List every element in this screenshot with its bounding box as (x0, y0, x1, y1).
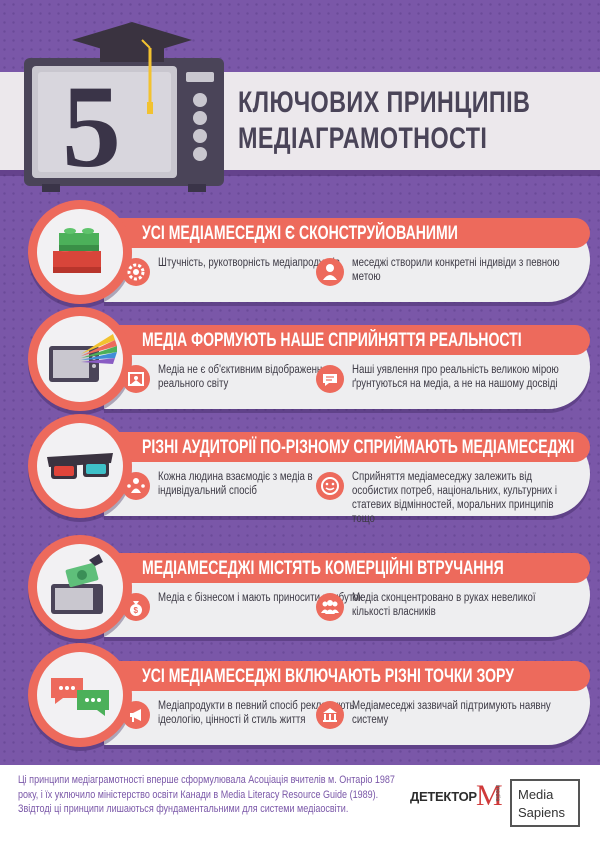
point-text: Медіа не є об'єктивним відображенням реа… (158, 364, 335, 390)
card-banner (104, 553, 590, 583)
point-text: Медіамеседжі зазвичай підтримують наявну… (352, 700, 551, 726)
principle-heading: УСІ МЕДІАМЕСЕДЖІ ВКЛЮЧАЮТЬ РІЗНІ ТОЧКИ З… (142, 666, 514, 687)
card-banner (104, 218, 590, 248)
money-bag-icon: $ (130, 601, 142, 616)
page-title-line2: МЕДІАГРАМОТНОСТІ (238, 122, 488, 155)
principle-icon-circle (28, 200, 132, 304)
sapiens-logo-line2: Sapiens (518, 805, 565, 820)
principle-icon-circle (28, 643, 132, 747)
detector-logo-media: media (494, 785, 500, 802)
principle-card-5: УСІ МЕДІАМЕСЕДЖІ ВКЛЮЧАЮТЬ РІЗНІ ТОЧКИ З… (14, 643, 590, 747)
point-text: Кожна людина взаємодіє з медіа в індивід… (158, 471, 313, 497)
svg-text:$: $ (134, 606, 139, 615)
megaphone-icon (130, 709, 141, 722)
principle-heading: МЕДІАМЕСЕДЖІ МІСТЯТЬ КОМЕРЦІЙНІ ВТРУЧАНН… (142, 558, 504, 579)
principle-card-4: МЕДІАМЕСЕДЖІ МІСТЯТЬ КОМЕРЦІЙНІ ВТРУЧАНН… (14, 535, 590, 639)
principle-card-3: РІЗНІ АУДИТОРІЇ ПО-РІЗНОМУ СПРИЙМАЮТЬ МЕ… (14, 414, 590, 525)
page-title-line1: КЛЮЧОВИХ ПРИНЦИПІВ (238, 86, 531, 119)
sapiens-logo-line1: Media (518, 787, 554, 802)
people-icon (127, 478, 145, 493)
media-sapiens-logo: Media Sapiens (510, 779, 580, 827)
group-icon (321, 600, 339, 614)
gear-icon (127, 263, 145, 281)
tv-with-graduation-cap-icon: 5 (24, 22, 224, 192)
card-banner (104, 661, 590, 691)
detector-media-logo: ДЕТЕКТОР M media (410, 779, 503, 825)
principle-icon-circle (28, 307, 132, 411)
detector-logo-text: ДЕТЕКТОР (410, 789, 477, 804)
point-text: Медіапродукти в певний спосіб рекламують… (158, 700, 355, 726)
principle-icon-circle (28, 414, 132, 518)
point-text: Штучність, рукотворність медіапродуктів (158, 257, 340, 269)
point-text: Медіа сконцентровано в руках невеликої к… (352, 592, 536, 618)
principle-heading: МЕДІА ФОРМУЮТЬ НАШЕ СПРИЙНЯТТЯ РЕАЛЬНОСТ… (142, 330, 522, 351)
building-icon (323, 708, 337, 722)
point-text: меседжі створили конкретні індивіди з пе… (352, 257, 560, 283)
chat-bubbles-icon (51, 678, 109, 716)
card-banner (104, 325, 590, 355)
tv-rainbow-icon (49, 334, 117, 382)
speech-bubble-icon (323, 374, 337, 386)
principle-icon-circle (28, 535, 132, 639)
smiley-icon (321, 477, 339, 495)
big-number: 5 (62, 61, 121, 192)
image-frame-icon (128, 372, 144, 386)
money-tv-icon (51, 554, 103, 614)
3d-glasses-icon (47, 453, 113, 479)
footer-note: Ці принципи медіаграмотності вперше сфор… (18, 774, 395, 815)
card-banner (104, 432, 590, 462)
principle-card-2: МЕДІА ФОРМУЮТЬ НАШЕ СПРИЙНЯТТЯ РЕАЛЬНОСТ… (14, 307, 590, 411)
lego-bricks-icon (53, 228, 101, 273)
footer: Ці принципи медіаграмотності вперше сфор… (0, 765, 600, 843)
principle-heading: УСІ МЕДІАМЕСЕДЖІ Є СКОНСТРУЙОВАНИМИ (142, 223, 458, 244)
person-icon (323, 264, 337, 280)
principle-heading: РІЗНІ АУДИТОРІЇ ПО-РІЗНОМУ СПРИЙМАЮТЬ МЕ… (142, 437, 575, 458)
point-text: Сприйняття медіамеседжу залежить від осо… (352, 471, 558, 525)
point-text: Наші уявлення про реальність великою мір… (352, 364, 559, 390)
header: КЛЮЧОВИХ ПРИНЦИПІВ МЕДІАГРАМОТНОСТІ 5 (0, 0, 600, 200)
principle-card-1: УСІ МЕДІАМЕСЕДЖІ Є СКОНСТРУЙОВАНИМИ Штуч… (14, 200, 590, 304)
point-text: Медіа є бізнесом і мають приносити прибу… (158, 592, 363, 604)
detector-logo-m: M (476, 779, 503, 812)
